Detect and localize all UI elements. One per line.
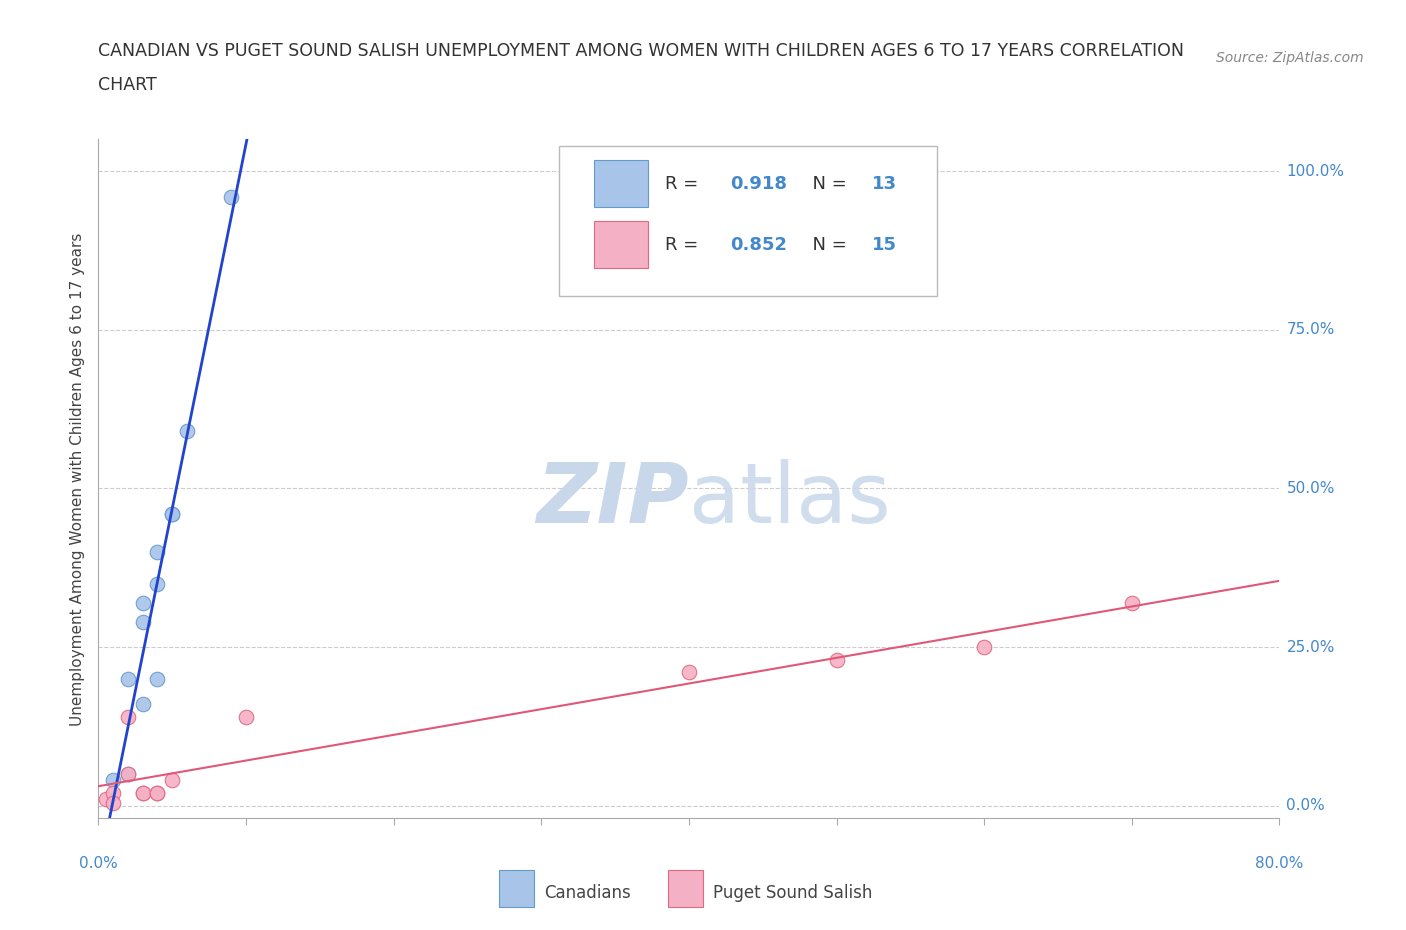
- Point: [132, 595, 155, 610]
- Point: [146, 786, 169, 801]
- Point: [117, 671, 139, 686]
- Point: [825, 652, 848, 667]
- Point: [146, 544, 169, 559]
- Point: [176, 424, 198, 439]
- Text: 0.0%: 0.0%: [1286, 798, 1326, 813]
- Point: [103, 773, 125, 788]
- Text: N =: N =: [801, 175, 852, 193]
- Point: [162, 507, 183, 522]
- Point: [94, 792, 117, 807]
- Point: [117, 710, 139, 724]
- Point: [162, 773, 183, 788]
- Text: N =: N =: [801, 235, 852, 254]
- Text: CANADIAN VS PUGET SOUND SALISH UNEMPLOYMENT AMONG WOMEN WITH CHILDREN AGES 6 TO : CANADIAN VS PUGET SOUND SALISH UNEMPLOYM…: [98, 42, 1184, 60]
- Text: 13: 13: [872, 175, 897, 193]
- Text: R =: R =: [665, 235, 704, 254]
- Text: 25.0%: 25.0%: [1286, 640, 1334, 655]
- FancyBboxPatch shape: [595, 221, 648, 269]
- Text: Canadians: Canadians: [544, 884, 631, 902]
- Point: [235, 710, 257, 724]
- Point: [132, 786, 155, 801]
- Point: [103, 786, 125, 801]
- Point: [146, 671, 169, 686]
- Text: 0.0%: 0.0%: [79, 856, 118, 870]
- Point: [117, 766, 139, 781]
- Point: [162, 507, 183, 522]
- Point: [146, 577, 169, 591]
- Text: ZIP: ZIP: [536, 458, 689, 539]
- FancyBboxPatch shape: [595, 160, 648, 207]
- Text: 75.0%: 75.0%: [1286, 323, 1334, 338]
- Text: 0.918: 0.918: [730, 175, 787, 193]
- Text: 100.0%: 100.0%: [1286, 164, 1344, 179]
- Text: Puget Sound Salish: Puget Sound Salish: [713, 884, 872, 902]
- Point: [219, 189, 242, 204]
- Y-axis label: Unemployment Among Women with Children Ages 6 to 17 years: Unemployment Among Women with Children A…: [70, 232, 86, 725]
- Point: [103, 795, 125, 810]
- Point: [117, 766, 139, 781]
- Point: [146, 786, 169, 801]
- Text: Source: ZipAtlas.com: Source: ZipAtlas.com: [1216, 51, 1364, 65]
- Point: [132, 615, 155, 630]
- Text: atlas: atlas: [689, 458, 890, 539]
- FancyBboxPatch shape: [560, 146, 936, 296]
- Point: [1121, 595, 1143, 610]
- Point: [678, 665, 700, 680]
- Text: 15: 15: [872, 235, 897, 254]
- Text: 80.0%: 80.0%: [1256, 856, 1303, 870]
- Point: [973, 640, 995, 655]
- Point: [132, 786, 155, 801]
- Point: [132, 697, 155, 711]
- Text: CHART: CHART: [98, 76, 157, 94]
- Text: 50.0%: 50.0%: [1286, 481, 1334, 496]
- Text: 0.852: 0.852: [730, 235, 787, 254]
- Text: R =: R =: [665, 175, 704, 193]
